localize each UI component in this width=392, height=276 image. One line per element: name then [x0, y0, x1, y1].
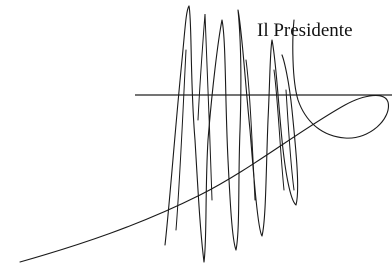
signature-stroke: [20, 20, 388, 262]
caption: Il Presidente: [257, 20, 353, 42]
signature-loops: [165, 6, 298, 262]
page: Il Presidente (() => { const data = JSON…: [0, 0, 392, 276]
